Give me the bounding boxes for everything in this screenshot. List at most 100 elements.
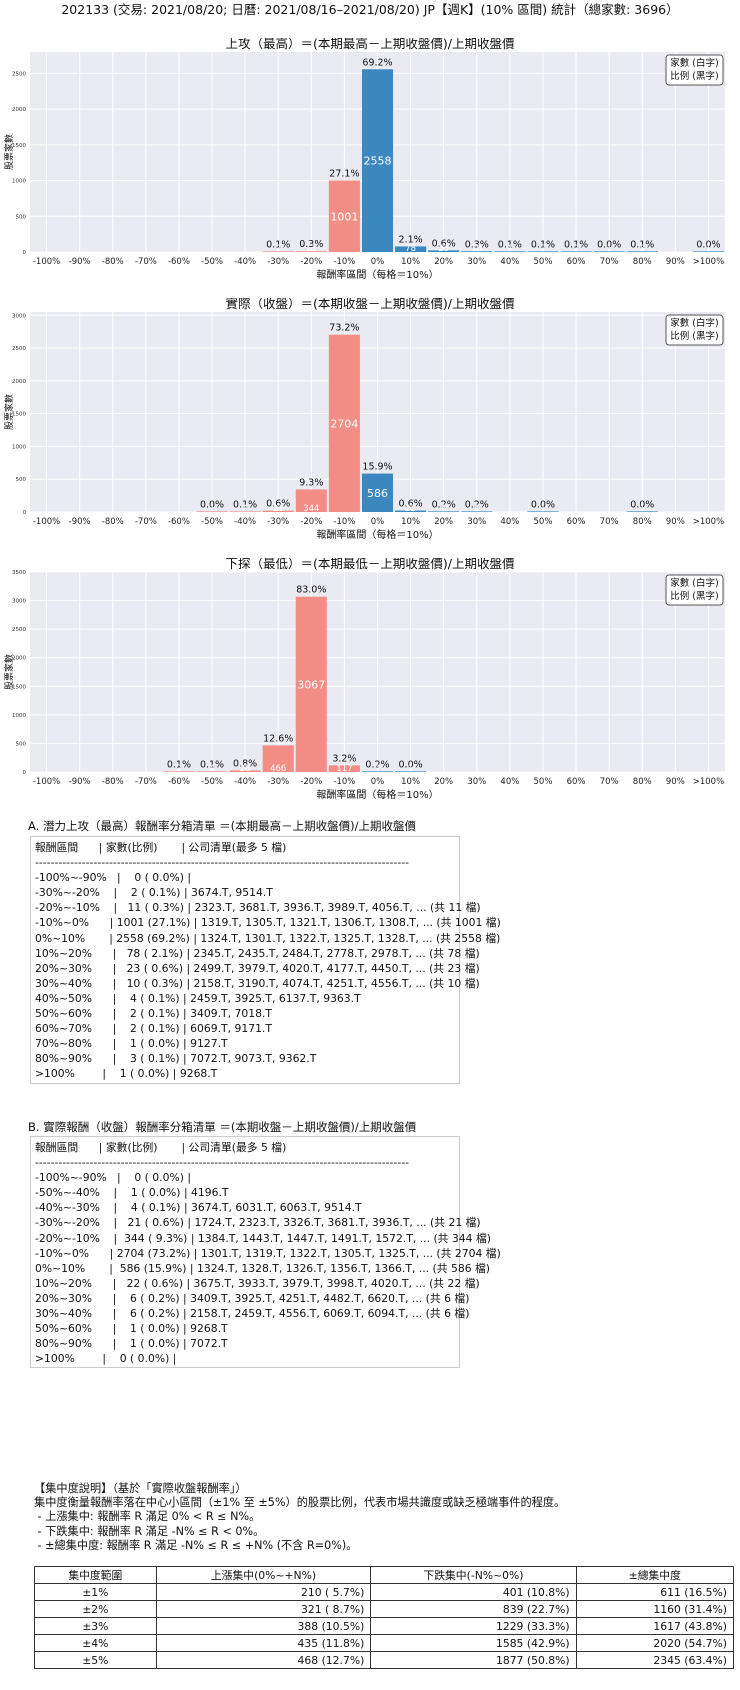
x-tick-label: -80% (102, 517, 124, 527)
list-row: 60%~70% | 2 ( 0.1%) | 6069.T, 9171.T (35, 1022, 272, 1036)
legend-count-note: 家數 (白字) (670, 577, 718, 589)
chart-upside-high: 上攻（最高）＝(本期最高－上期收盤價)/上期收盤價 0 500 1000 1500 200… (3, 38, 725, 281)
bar-pct-label: 0.0% (531, 499, 555, 510)
list-row: 40%~50% | 4 ( 0.1%) | 2459.T, 3925.T, 61… (35, 991, 361, 1005)
list-row: -10%~0% | 2704 (73.2%) | 1301.T, 1319.T,… (35, 1246, 501, 1260)
x-tick-label: -10% (333, 257, 355, 267)
bar-pct-label: 0.3% (299, 239, 323, 250)
bar-pct-label: 0.0% (630, 499, 654, 510)
list-row: -30%~-20% | 2 ( 0.1%) | 3674.T, 9514.T (35, 886, 273, 900)
x-tick-label: 20% (434, 777, 453, 787)
bar-pct-label: 0.0% (696, 239, 720, 250)
x-tick-label: 70% (600, 517, 619, 527)
bar-count-label: 23 (438, 244, 449, 254)
table-cell: 468 (12.7%) (155, 1651, 372, 1669)
y-tick-label: 0 (23, 250, 27, 256)
list-row: 50%~60% | 1 ( 0.0%) | 9268.T (35, 1322, 228, 1336)
list-row: >100% | 1 ( 0.0%) | 9268.T (35, 1067, 218, 1081)
x-tick-label: -30% (267, 517, 289, 527)
list-row: -40%~-30% | 4 ( 0.1%) | 3674.T, 6031.T, … (35, 1201, 362, 1215)
x-tick-label: 80% (633, 777, 652, 787)
y-tick-label: 2000 (12, 379, 26, 385)
bar-pct-label: 0.1% (167, 759, 191, 770)
list-row: 0%~10% | 2558 (69.2%) | 1324.T, 1301.T, … (35, 931, 501, 945)
x-tick-label: -90% (69, 257, 91, 267)
bar (361, 69, 394, 253)
bar-count-label: 1 (706, 244, 711, 254)
list-row: 50%~60% | 2 ( 0.1%) | 3409.T, 7018.T (35, 1007, 272, 1021)
y-tick-label: 2000 (12, 107, 26, 113)
table-cell: ±3% (34, 1617, 157, 1635)
x-tick-label: 60% (567, 777, 586, 787)
bar-count-label: 1001 (330, 210, 358, 223)
y-tick-label: 1500 (12, 143, 26, 149)
bar-pct-label: 0.1% (200, 759, 224, 770)
bar-count-label: 2558 (364, 155, 392, 168)
x-tick-label: 30% (467, 257, 486, 267)
x-tick-label: -40% (234, 517, 256, 527)
x-tick-label: -50% (201, 257, 223, 267)
bar (328, 765, 360, 772)
table-cell: 1877 (50.8%) (370, 1651, 577, 1669)
table-cell: ±2% (34, 1600, 157, 1618)
x-axis-label: 報酬率區間（每格＝10%） (316, 788, 438, 801)
list-row: 80%~90% | 1 ( 0.0%) | 7072.T (35, 1337, 228, 1351)
table-cell: 1160 (31.4%) (575, 1600, 735, 1618)
table-header-cell: 上漲集中(0%~+N%) (155, 1566, 372, 1584)
x-tick-label: -20% (300, 517, 322, 527)
bar (196, 771, 228, 772)
x-tick-label: -10% (333, 777, 355, 787)
y-tick-label: 500 (16, 741, 27, 747)
table-row: ±1% 210 ( 5.7%) 401 (10.8%) 611 (16.5%) (34, 1583, 735, 1601)
table-header-cell: 下跌集中(-N%~0%) (370, 1566, 577, 1584)
legend-box (665, 54, 724, 86)
bar (295, 489, 327, 512)
list-row: 30%~40% | 6 ( 0.2%) | 2158.T, 2459.T, 45… (35, 1307, 470, 1321)
bar-count-label: 3 (640, 244, 645, 254)
page-title: 202133 (交易: 2021/08/20; 日曆: 2021/08/16–2… (61, 2, 679, 17)
bar (262, 251, 294, 252)
list-row: 10%~20% | 22 ( 0.6%) | 3675.T, 3933.T, 3… (35, 1276, 480, 1290)
y-tick-label: 2000 (12, 656, 26, 662)
concentration-note-line: - ±總集中度: 報酬率 R 滿足 -N% ≤ R ≤ +N% (不含 R=0%… (34, 1538, 358, 1552)
x-tick-label: 30% (467, 517, 486, 527)
x-tick-label: -50% (201, 517, 223, 527)
y-tick-label: 1000 (12, 444, 26, 450)
bar (461, 251, 493, 252)
bar-pct-label: 0.0% (200, 499, 224, 510)
legend-count-note: 家數 (白字) (670, 57, 718, 69)
bar-count-label: 2 (573, 244, 578, 254)
list-a-divider: ----------------------------------------… (35, 856, 410, 870)
list-row: 30%~40% | 10 ( 0.3%) | 2158.T, 3190.T, 4… (35, 976, 480, 990)
table-cell: 435 (11.8%) (155, 1634, 372, 1652)
list-row: 0%~10% | 586 (15.9%) | 1324.T, 1328.T, 1… (35, 1261, 491, 1275)
list-row: -20%~-10% | 344 ( 9.3%) | 1384.T, 1443.T… (35, 1231, 491, 1245)
bar-count-label: 4 (507, 244, 512, 254)
bar (295, 251, 327, 252)
table-cell: 388 (10.5%) (155, 1617, 372, 1635)
legend-box (665, 574, 724, 606)
bar (262, 745, 294, 772)
bar-count-label: 344 (303, 504, 319, 514)
bar-count-label: 2 (540, 244, 545, 254)
x-tick-label: -30% (267, 777, 289, 787)
bar-count-label: 1 (540, 504, 545, 514)
table-row: ±4% 435 (11.8%) 1585 (42.9%) 2020 (54.7%) (34, 1634, 735, 1652)
bar-count-label: 10 (471, 244, 482, 254)
y-tick-label: 3000 (12, 313, 26, 319)
bar (395, 510, 427, 512)
x-tick-label: -10% (333, 517, 355, 527)
bar-pct-label: 0.1% (630, 239, 654, 250)
bar (560, 251, 592, 252)
bar (494, 251, 526, 252)
x-tick-label: 90% (666, 257, 685, 267)
bar-count-label: 4 (209, 764, 214, 774)
x-tick-label: 0% (371, 517, 385, 527)
x-tick-label: -70% (135, 257, 157, 267)
y-tick-label: 1000 (12, 179, 26, 185)
bar-count-label: 2704 (330, 417, 358, 430)
list-row: 10%~20% | 78 ( 2.1%) | 2345.T, 2435.T, 2… (35, 946, 480, 960)
bar-count-label: 2 (276, 244, 281, 254)
bar (626, 511, 658, 512)
bar-pct-label: 0.0% (597, 239, 621, 250)
